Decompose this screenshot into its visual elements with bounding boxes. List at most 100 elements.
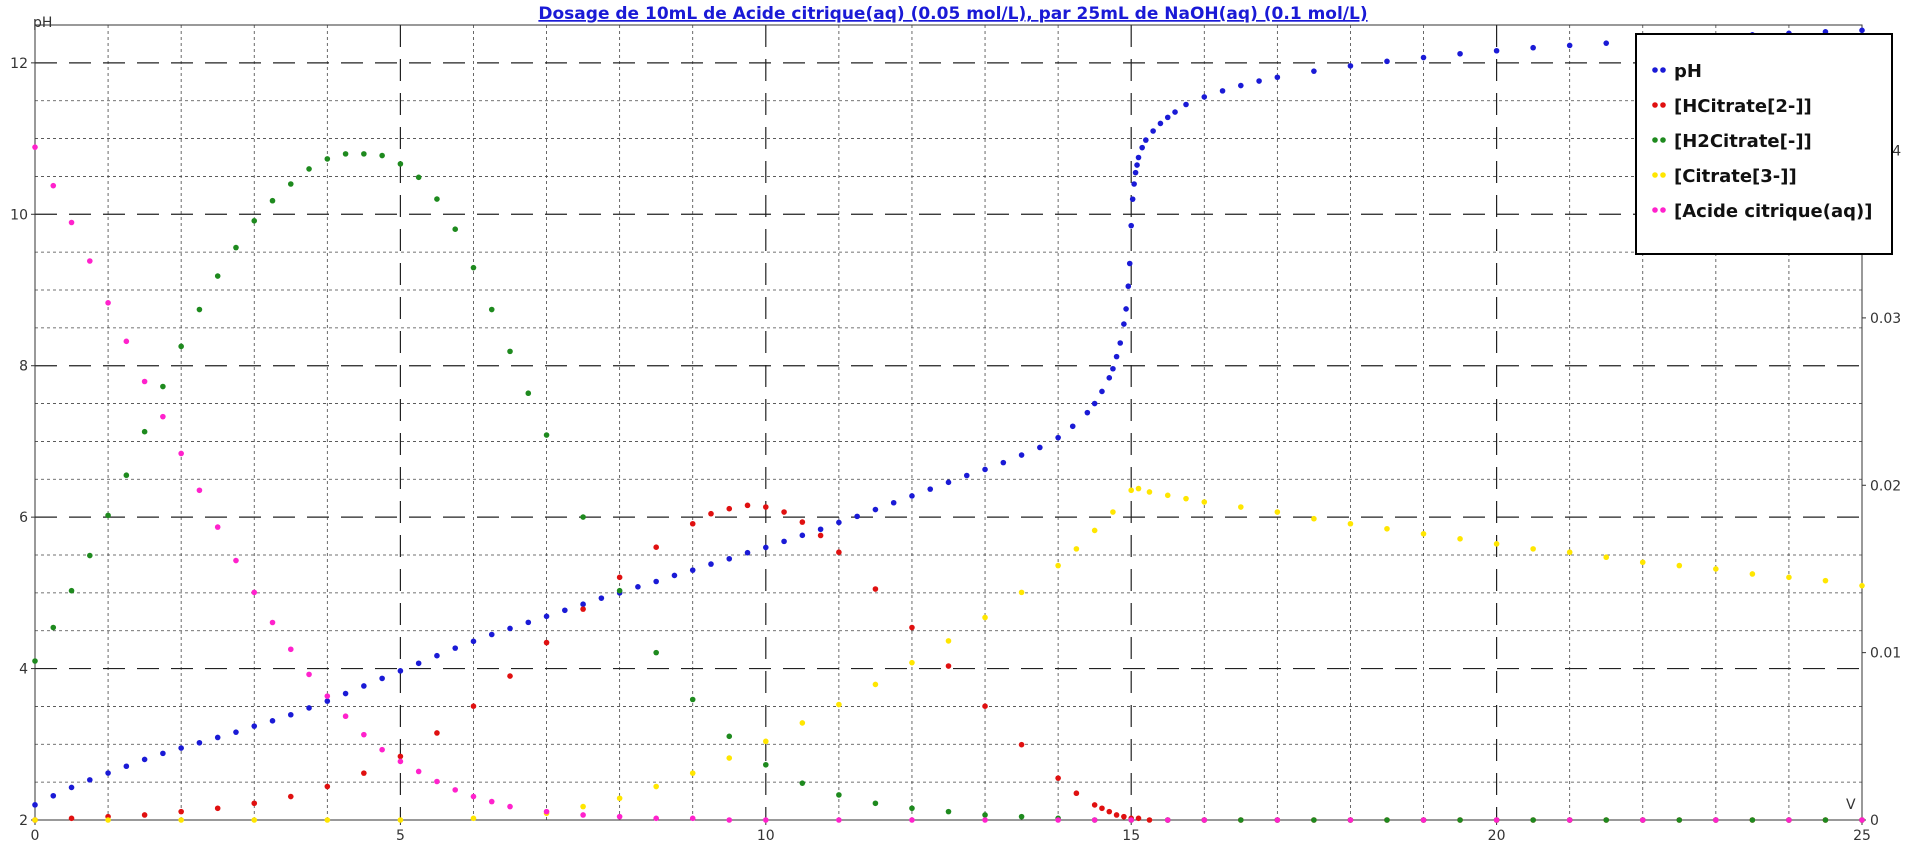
data-point (1018, 813, 1025, 820)
data-point (726, 555, 733, 562)
data-point (141, 812, 148, 818)
data-point (945, 479, 952, 486)
data-point (214, 805, 221, 812)
data-point (1420, 531, 1427, 537)
data-point (324, 698, 331, 704)
data-point (87, 552, 93, 559)
data-point (1157, 120, 1164, 127)
data-point (817, 532, 824, 539)
data-point (415, 660, 422, 667)
y2-tick-label: 0.02 (1870, 478, 1901, 494)
data-point (178, 817, 184, 823)
x-tick-label: 0 (31, 828, 40, 844)
data-point (1639, 559, 1646, 566)
data-point (1126, 260, 1133, 267)
data-point (196, 487, 203, 494)
data-point (452, 645, 459, 651)
data-point (160, 750, 166, 757)
x-axis-label: V (1846, 797, 1856, 813)
data-point (214, 273, 221, 279)
data-point (507, 625, 513, 632)
x-tick-label: 20 (1488, 828, 1506, 844)
data-point (361, 683, 367, 689)
data-point (470, 815, 477, 822)
data-point (306, 705, 312, 711)
data-point (1713, 566, 1719, 572)
data-point (1125, 283, 1132, 290)
data-point (1639, 817, 1646, 823)
legend-marker (1652, 137, 1658, 143)
data-point (653, 544, 659, 550)
data-point (726, 733, 733, 740)
y-tick-label: 8 (19, 359, 28, 375)
data-point (945, 808, 952, 815)
x-tick-label: 15 (1122, 828, 1140, 844)
data-point (1530, 44, 1536, 51)
data-point (909, 624, 915, 631)
data-point (1420, 54, 1427, 61)
data-point (1749, 817, 1756, 823)
data-point (434, 778, 440, 785)
data-point (1457, 50, 1463, 57)
data-point (945, 638, 952, 644)
data-point (799, 519, 806, 525)
data-point (836, 549, 842, 556)
data-point (1073, 790, 1080, 797)
data-point (616, 587, 623, 594)
data-point (945, 663, 952, 669)
data-point (909, 805, 915, 812)
data-point (324, 783, 331, 790)
data-point (1238, 504, 1244, 510)
data-point (909, 817, 915, 823)
data-point (763, 504, 769, 510)
data-point (251, 218, 258, 224)
data-point (68, 587, 75, 594)
data-point (1128, 487, 1134, 494)
legend-marker (1652, 207, 1658, 213)
data-point (160, 383, 166, 390)
data-point (872, 800, 879, 807)
data-point (1530, 817, 1536, 823)
data-point (32, 144, 38, 150)
data-point (233, 557, 239, 564)
data-point (507, 803, 513, 810)
data-point (982, 703, 988, 709)
data-point (1110, 509, 1116, 515)
data-point (1099, 805, 1105, 812)
data-point (1201, 94, 1208, 100)
data-point (1311, 68, 1317, 74)
data-point (50, 624, 57, 631)
series-3 (32, 485, 1865, 823)
data-point (1530, 546, 1536, 552)
data-point (543, 613, 550, 620)
data-point (1493, 817, 1500, 823)
legend-label: [Citrate[3-]] (1674, 166, 1797, 187)
data-point (32, 817, 38, 823)
data-point (836, 701, 842, 708)
data-point (196, 739, 203, 746)
data-point (87, 258, 93, 264)
data-point (306, 671, 312, 678)
data-point (982, 466, 988, 473)
series (32, 27, 1865, 823)
series-1 (32, 502, 1865, 823)
legend-marker (1660, 207, 1666, 213)
data-point (1099, 388, 1105, 395)
data-point (160, 413, 166, 420)
data-point (233, 729, 239, 735)
data-point (836, 519, 842, 526)
y-axis-label: pH (33, 15, 52, 31)
data-point (1676, 562, 1683, 569)
data-point (1822, 817, 1829, 823)
data-point (689, 815, 696, 822)
data-point (1091, 802, 1098, 808)
data-point (580, 514, 586, 520)
data-point (1069, 423, 1076, 430)
chart-title: Dosage de 10mL de Acide citrique(aq) (0.… (538, 4, 1367, 24)
data-point (763, 738, 769, 745)
data-point (982, 817, 988, 823)
data-point (982, 812, 988, 818)
data-point (872, 506, 879, 513)
data-point (1859, 817, 1865, 823)
data-point (123, 472, 130, 479)
